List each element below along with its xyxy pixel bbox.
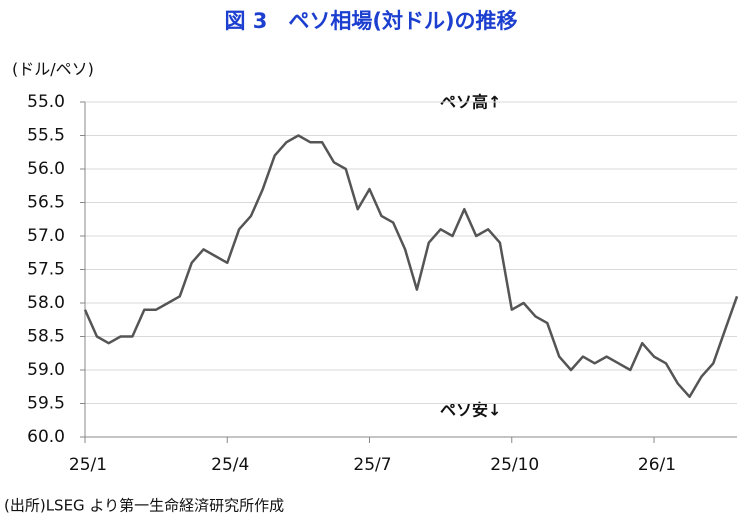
x-tick-label: 25/4 xyxy=(211,455,249,475)
y-tick-label: 59.5 xyxy=(27,394,65,414)
x-tick-label: 25/7 xyxy=(353,455,391,475)
y-tick-label: 56.5 xyxy=(27,193,65,213)
y-tick-label: 55.0 xyxy=(27,92,65,112)
y-tick-label: 55.5 xyxy=(27,126,65,146)
series-line xyxy=(83,134,739,399)
x-tick-label: 25/1 xyxy=(69,455,107,475)
y-axis-label: (ドル/ペソ) xyxy=(12,60,94,79)
y-tick-label: 57.5 xyxy=(27,260,65,280)
y-tick-label: 58.0 xyxy=(27,293,65,313)
y-tick-label: 59.0 xyxy=(27,360,65,380)
annotation: ペソ安↓ xyxy=(440,401,501,420)
x-tick-label: 25/10 xyxy=(490,455,539,475)
chart-title: 図 3 ペソ相場(対ドル)の推移 xyxy=(224,9,517,33)
x-tick-label: 26/1 xyxy=(638,455,676,475)
y-tick-label: 57.0 xyxy=(27,226,65,246)
source-note: (出所)LSEG より第一生命経済研究所作成 xyxy=(4,497,284,515)
y-tick-label: 56.0 xyxy=(27,159,65,179)
y-tick-label: 60.0 xyxy=(27,427,65,447)
y-tick-label: 58.5 xyxy=(27,327,65,347)
